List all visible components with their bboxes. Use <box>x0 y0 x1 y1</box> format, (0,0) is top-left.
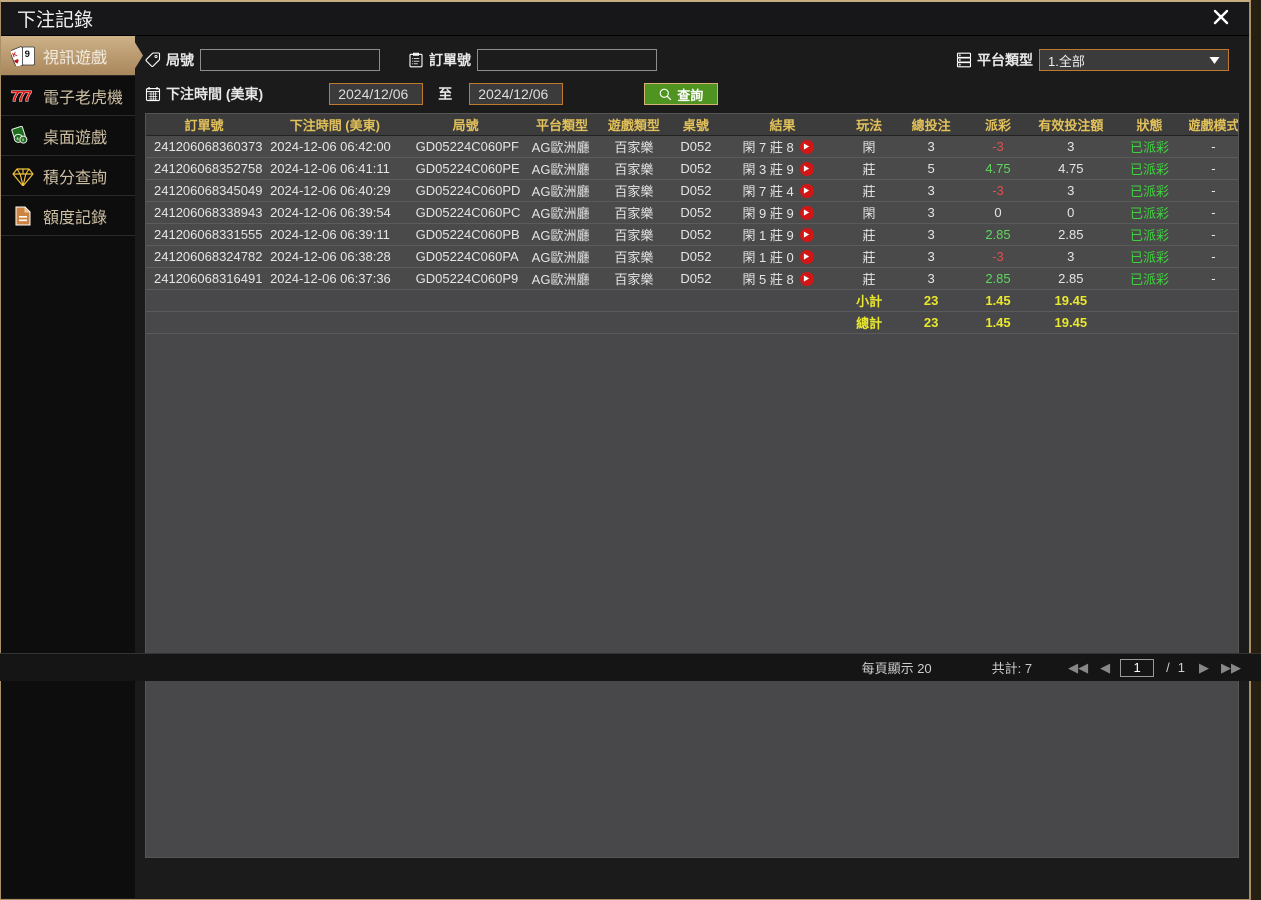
svg-text:777: 777 <box>11 88 32 105</box>
svg-text:0: 0 <box>22 137 24 141</box>
svg-text:9: 9 <box>25 49 30 60</box>
